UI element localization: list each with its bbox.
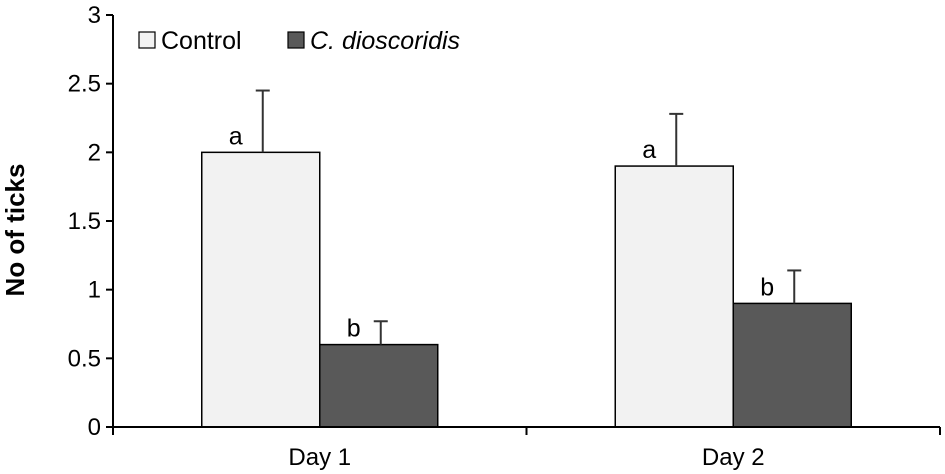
legend-label: C. dioscoridis bbox=[310, 27, 460, 55]
y-axis-label: No of ticks bbox=[0, 164, 30, 297]
bar-control-1 bbox=[201, 151, 321, 428]
legend-swatch bbox=[138, 31, 156, 49]
bar-control-2 bbox=[614, 165, 734, 428]
y-tick-label: 1 bbox=[88, 277, 101, 304]
bar-treatment-2 bbox=[732, 302, 852, 428]
y-tick-label: 1.5 bbox=[68, 208, 101, 235]
y-tick-label: 2 bbox=[88, 139, 101, 166]
y-tick-label: 0.5 bbox=[68, 345, 101, 372]
y-tick-label: 2.5 bbox=[68, 71, 101, 98]
x-category-label: Day 1 bbox=[288, 444, 351, 471]
x-category-label: Day 2 bbox=[702, 444, 765, 471]
y-tick-label: 0 bbox=[88, 414, 101, 441]
significance-letter: b bbox=[760, 273, 774, 301]
significance-letter: a bbox=[229, 122, 243, 150]
significance-letter: b bbox=[347, 315, 361, 343]
legend-swatch bbox=[287, 31, 305, 49]
legend-label: Control bbox=[161, 27, 242, 55]
bar-treatment-1 bbox=[319, 343, 439, 428]
significance-letter: a bbox=[642, 136, 656, 164]
y-tick-label: 3 bbox=[88, 2, 101, 29]
